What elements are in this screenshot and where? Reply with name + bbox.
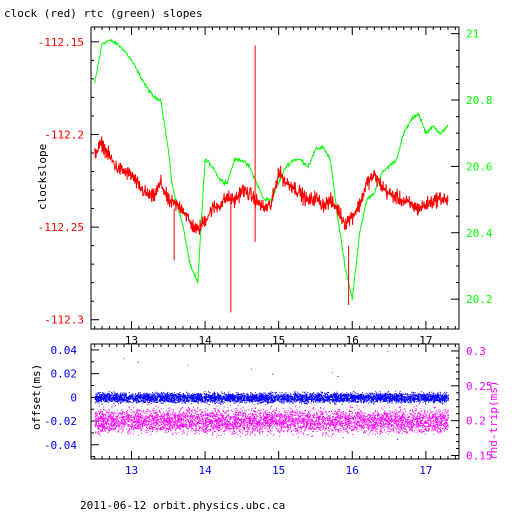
bottom-x-tick-label: 16 [346,464,359,477]
rnd-trip-scatter-points [94,351,449,438]
top-right-y-tick-label: 20.2 [466,293,493,306]
top-left-y-tick-label: -112.3 [44,314,84,327]
bottom-plot-ticks [91,344,459,459]
top-right-y-tick-label: 20.8 [466,94,493,107]
top-plot-frame [90,26,460,330]
bottom-x-tick-label: 17 [419,464,432,477]
bottom-right-axis-label: rnd-trip(ms) [487,381,500,460]
bottom-left-y-tick-label: 0.04 [51,344,78,357]
top-y-axis-label: clockslope [36,144,49,210]
bottom-plot-frame [90,343,460,460]
bottom-right-y-tick-label: 0.25 [466,380,493,393]
bottom-right-y-tick-label: 0.2 [466,415,486,428]
top-plot-series [94,38,449,313]
chart-title: clock (red) rtc (green) slopes [4,7,203,20]
bottom-left-y-tick-label: 0.02 [51,368,78,381]
footer-text: 2011-06-12 orbit.physics.ubc.ca [80,499,285,512]
bottom-left-y-tick-label: -0.04 [44,439,77,452]
offset-scatter-points [94,361,449,440]
top-plot-ticks [91,27,459,329]
top-left-y-tick-label: -112.2 [44,128,84,141]
rtc-series-line [94,38,449,301]
top-plot-tick-labels: 13 14 15 16 17-112.15-112.2-112.25-112.32120… [38,28,493,347]
bottom-plot-series [94,351,449,440]
bottom-left-y-tick-label: -0.02 [44,415,77,428]
bottom-x-tick-label: 13 [125,464,138,477]
clock-series-line [94,136,449,235]
bottom-plot-tick-labels: 13 14 15 16 17 0.04 0.02 0 -0.02 -0.04 0.3 0.25 0.2 0… [44,344,493,477]
bottom-x-tick-label: 14 [198,464,212,477]
top-left-y-tick-label: -112.15 [38,36,84,49]
bottom-left-y-tick-label: 0 [70,391,77,404]
top-right-y-tick-label: 20.4 [466,227,493,240]
bottom-x-tick-label: 15 [272,464,285,477]
top-left-y-tick-label: -112.25 [38,221,84,234]
bottom-right-y-tick-label: 0.15 [466,450,493,463]
bottom-left-axis-label: offset(ms) [30,364,43,430]
top-right-y-tick-label: 20.6 [466,160,493,173]
bottom-right-y-tick-label: 0.3 [466,345,486,358]
top-right-y-tick-label: 21 [466,28,479,41]
